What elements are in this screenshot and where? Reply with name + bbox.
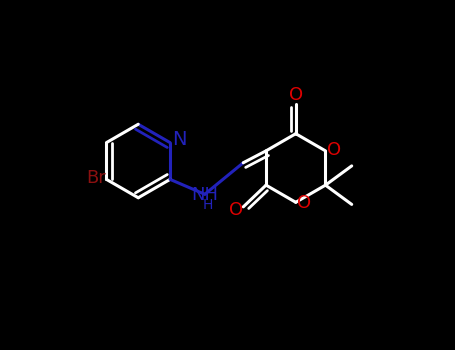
Text: O: O (297, 194, 311, 212)
Text: N: N (172, 130, 187, 149)
Text: O: O (288, 86, 303, 104)
Text: O: O (228, 201, 243, 219)
Text: NH: NH (191, 186, 218, 204)
Text: O: O (327, 141, 341, 159)
Text: H: H (203, 198, 213, 212)
Text: Br: Br (86, 169, 106, 187)
